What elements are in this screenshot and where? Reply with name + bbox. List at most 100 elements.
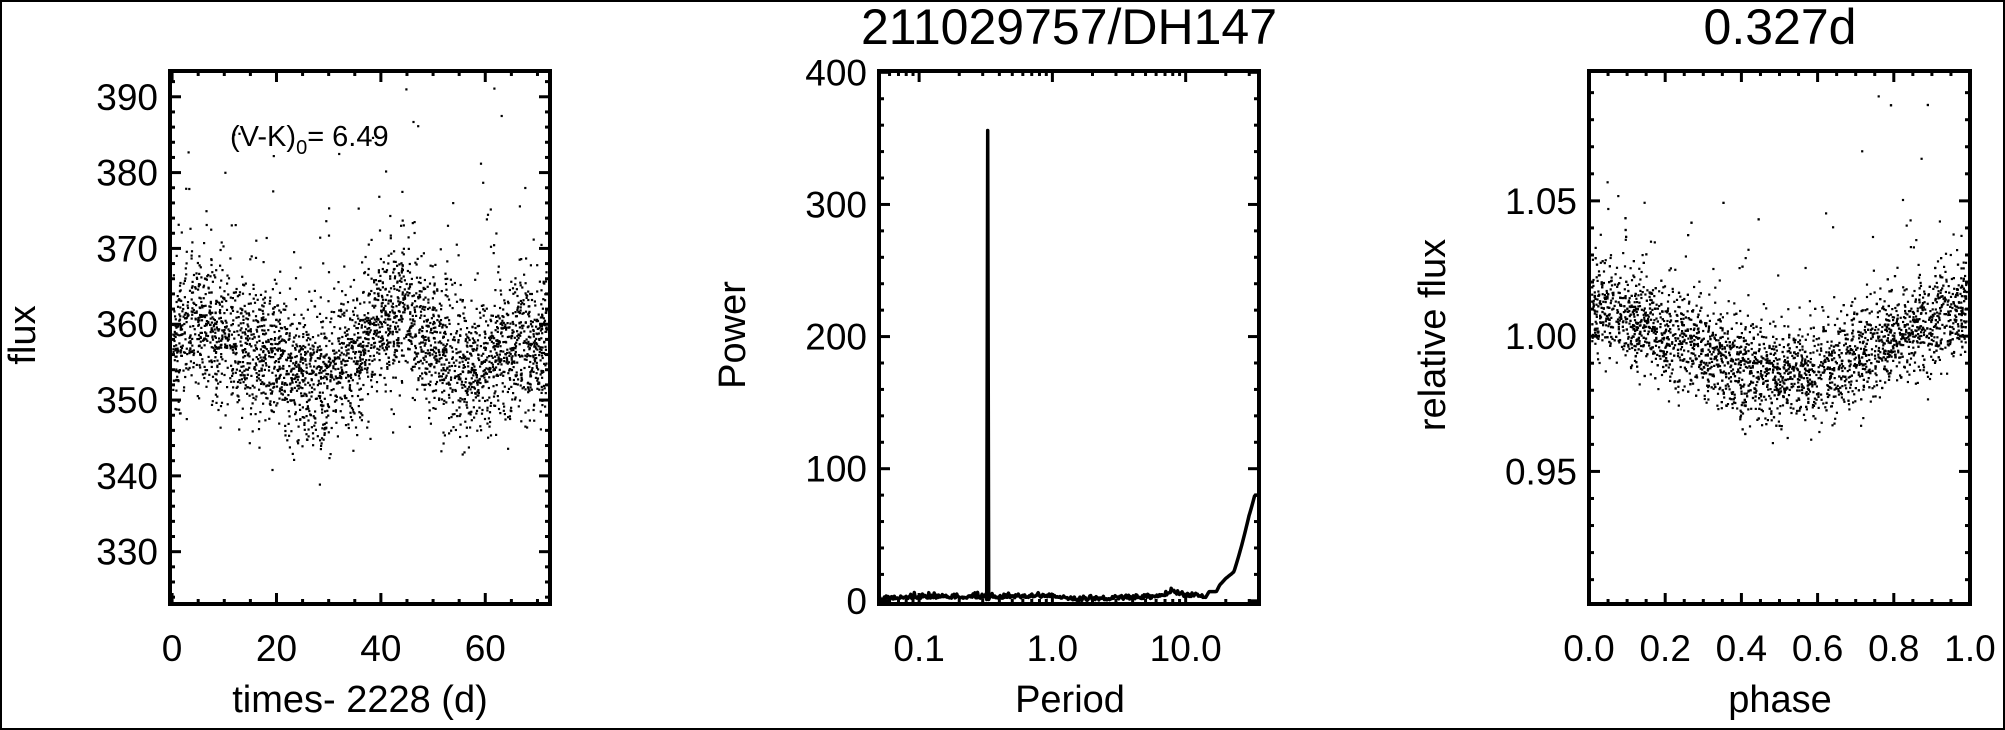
data-point	[457, 322, 460, 326]
data-point	[1878, 396, 1881, 399]
data-point	[1685, 360, 1688, 363]
data-point	[182, 282, 185, 285]
data-point	[339, 308, 343, 311]
data-point	[1804, 369, 1808, 372]
data-point	[507, 302, 510, 305]
data-point	[1610, 284, 1614, 287]
data-point	[303, 416, 306, 419]
data-point	[414, 261, 417, 264]
data-point	[212, 346, 215, 349]
data-point	[295, 389, 299, 392]
data-point	[455, 409, 458, 412]
data-point	[442, 343, 445, 346]
data-point	[356, 371, 359, 374]
data-point	[440, 308, 443, 311]
data-point	[476, 344, 479, 347]
data-point	[418, 367, 421, 370]
data-point	[232, 319, 235, 322]
data-point	[524, 341, 527, 344]
data-point	[497, 399, 500, 402]
data-point	[1693, 339, 1696, 342]
data-point	[205, 223, 208, 227]
data-point	[1817, 337, 1821, 340]
data-point	[507, 372, 510, 375]
data-point	[1639, 289, 1642, 292]
data-point	[1718, 351, 1722, 354]
data-point	[384, 311, 387, 314]
data-point	[328, 358, 332, 361]
data-point	[527, 345, 530, 348]
data-point	[1965, 295, 1968, 298]
data-point	[389, 234, 392, 237]
data-point	[208, 311, 212, 314]
data-point	[510, 362, 513, 365]
y-tick-label: 300	[805, 184, 867, 225]
data-point	[457, 314, 460, 317]
data-point	[533, 357, 537, 360]
data-point	[1627, 345, 1630, 348]
data-point	[441, 391, 444, 394]
data-point	[266, 397, 269, 400]
data-point	[1822, 402, 1825, 405]
data-point	[195, 304, 198, 307]
data-point	[540, 354, 544, 357]
data-point	[429, 264, 432, 267]
data-point	[501, 335, 504, 338]
data-point	[387, 262, 390, 265]
data-point	[511, 398, 514, 401]
data-point	[427, 336, 430, 339]
data-point	[498, 340, 501, 344]
data-point	[511, 287, 515, 290]
data-point	[297, 439, 300, 442]
data-point	[438, 353, 441, 357]
data-point	[1924, 308, 1927, 311]
data-point	[190, 250, 194, 253]
data-point	[541, 356, 544, 360]
data-point	[309, 338, 312, 341]
data-point	[388, 360, 391, 363]
data-point	[323, 397, 326, 400]
data-point	[499, 278, 502, 281]
data-point	[1639, 278, 1642, 281]
data-point	[525, 294, 528, 297]
data-point	[494, 404, 497, 407]
data-point	[308, 290, 311, 293]
data-point	[1747, 357, 1750, 361]
data-point	[518, 343, 521, 346]
data-point	[517, 354, 520, 357]
data-point	[315, 367, 318, 370]
data-point	[346, 344, 349, 347]
data-point	[1963, 320, 1966, 323]
data-point	[408, 285, 412, 288]
data-point	[536, 348, 539, 351]
data-point	[217, 370, 220, 373]
data-point	[352, 350, 355, 353]
data-point	[516, 330, 519, 333]
data-point	[275, 325, 278, 328]
data-point	[1858, 375, 1861, 378]
data-point	[502, 308, 505, 311]
data-point	[515, 371, 518, 374]
data-point	[274, 360, 278, 363]
data-point	[1830, 340, 1833, 343]
data-point	[500, 358, 503, 361]
data-point	[269, 388, 272, 391]
data-point	[209, 323, 212, 326]
data-point	[363, 352, 366, 355]
data-point	[407, 333, 410, 336]
data-point	[269, 356, 273, 359]
data-point	[402, 224, 405, 227]
data-point	[275, 282, 278, 285]
data-point	[248, 293, 251, 296]
data-point	[231, 306, 234, 309]
data-point	[490, 354, 493, 357]
data-point	[470, 299, 473, 302]
data-point	[286, 400, 289, 404]
data-point	[347, 423, 350, 426]
data-point	[462, 312, 465, 315]
data-point	[246, 339, 249, 342]
data-point	[407, 347, 410, 350]
data-point	[267, 369, 271, 372]
data-point	[436, 289, 439, 292]
data-point	[1947, 285, 1950, 288]
